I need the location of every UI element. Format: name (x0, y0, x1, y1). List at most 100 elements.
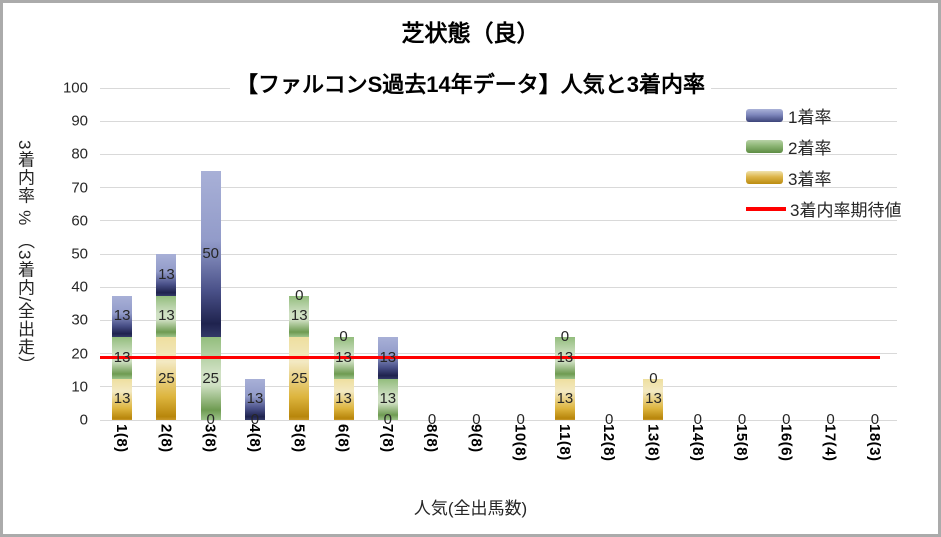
x-axis-tick-label: 1(8) (113, 424, 131, 453)
y-axis-tick-label: 90 (71, 112, 88, 130)
chart-title: 芝状態（良） (401, 20, 540, 46)
gridline (100, 319, 897, 321)
gridline (100, 286, 897, 288)
gridline (100, 353, 897, 355)
data-label: 0 (693, 411, 702, 428)
x-axis-tick-label: 6(8) (334, 424, 352, 453)
data-label: 13 (335, 348, 352, 366)
y-axis-tick-label: 20 (71, 345, 88, 363)
x-axis-tick-label: 11(8) (555, 424, 573, 461)
legend-color-swatch-win1 (746, 109, 783, 122)
data-label: 13 (113, 307, 131, 325)
bar-segment-win1[interactable] (200, 171, 221, 337)
x-axis-tick-label: 2(8) (157, 424, 175, 453)
gridline (100, 253, 897, 255)
bar-segment-win1[interactable] (112, 295, 133, 337)
y-axis-tick-label: 100 (62, 79, 88, 97)
data-label: 0 (737, 411, 747, 428)
legend-label: 1着率 (788, 108, 832, 127)
legend-line-marker (746, 206, 786, 211)
data-label: 0 (339, 328, 348, 345)
x-axis-tick-label: 16(6) (777, 424, 795, 462)
y-axis-tick-label: 80 (71, 145, 88, 163)
legend-label: 2着率 (788, 139, 832, 158)
x-axis-tick-label: 5(8) (290, 424, 308, 453)
x-axis-tick-label: 4(8) (245, 424, 263, 453)
gridline (100, 153, 897, 155)
x-axis-tick-label: 8(8) (423, 424, 441, 453)
data-label: 0 (605, 411, 614, 428)
bar-segment-win3[interactable] (643, 378, 664, 420)
x-axis-tick-label: 12(8) (600, 424, 618, 462)
bar-segment-win1[interactable] (244, 378, 265, 420)
data-label: 13 (556, 390, 574, 408)
data-label: 0 (472, 411, 481, 428)
bar-segment-win3[interactable] (554, 378, 575, 420)
bar-segment-win3[interactable] (333, 378, 354, 420)
legend-item-win2[interactable]: 2着率 (746, 131, 901, 162)
gridline (100, 187, 897, 189)
y-axis-tick-label: 30 (71, 311, 88, 329)
x-axis-tick-label: 15(8) (733, 424, 751, 462)
data-label: 13 (290, 307, 308, 325)
x-axis-tick-label: 17(4) (821, 424, 839, 462)
legend-color-swatch-win2 (746, 140, 783, 153)
chart-subtitle: 【ファルコンS過去14年データ】人気と3着内率 (0, 70, 941, 100)
legend-item-win3[interactable]: 3着率 (746, 162, 901, 193)
data-label: 0 (782, 411, 791, 428)
data-label: 50 (202, 245, 220, 262)
data-label: 13 (113, 390, 131, 408)
data-label: 0 (383, 411, 392, 428)
expected-value-line (100, 356, 880, 360)
bar-segment-win2[interactable] (156, 295, 177, 337)
data-label: 13 (379, 348, 397, 366)
data-label: 25 (202, 369, 220, 387)
bar-segment-win2[interactable] (289, 295, 310, 337)
data-label: 0 (516, 411, 525, 428)
gridline (100, 419, 897, 421)
y-axis-tick-label: 70 (71, 179, 88, 197)
data-label: 0 (560, 328, 570, 345)
data-label: 13 (246, 390, 264, 408)
legend: 1着率 2着率 3着率 3着内率期待値 (746, 100, 901, 224)
data-label: 0 (826, 411, 835, 428)
data-label: 13 (379, 390, 397, 408)
y-axis-title: 3着内率 % （3着内/全出走） (15, 140, 34, 375)
y-axis-tick-label: 60 (71, 212, 88, 230)
bar-segment-win1[interactable] (156, 254, 177, 296)
legend-item-win1[interactable]: 1着率 (746, 100, 901, 131)
x-axis-tick-label: 14(8) (688, 424, 706, 462)
bar-segment-win2[interactable] (377, 378, 398, 420)
y-axis-tick-label: 50 (71, 245, 88, 263)
data-label: 0 (295, 286, 304, 304)
data-label: 0 (250, 411, 260, 428)
x-axis-tick-label: 3(8) (201, 424, 219, 453)
x-axis-tick-label: 18(3) (865, 424, 883, 462)
gridline (100, 120, 897, 122)
y-axis-tick-label: 0 (79, 411, 88, 429)
gridline (100, 386, 897, 388)
legend-item-expected[interactable]: 3着内率期待値 (746, 193, 901, 224)
legend-color-swatch-win3 (746, 171, 783, 184)
x-axis-tick-label: 9(8) (467, 424, 485, 453)
data-label: 13 (645, 390, 662, 408)
x-axis-title: 人気(全出馬数) (413, 499, 528, 518)
y-axis-title-box: 3着内率 % （3着内/全出走） (12, 140, 37, 440)
y-axis-tick-label: 40 (71, 278, 88, 296)
x-axis-tick-label: 10(8) (511, 424, 529, 462)
x-axis-tick-label: 13(8) (644, 424, 662, 462)
chart-subtitle-text: 【ファルコンS過去14年データ】人気と3着内率 (230, 72, 711, 97)
data-label: 0 (206, 411, 215, 428)
gridline (100, 220, 897, 222)
legend-label: 3着率 (788, 170, 832, 189)
data-label: 13 (556, 348, 574, 366)
data-label: 25 (290, 369, 308, 387)
data-label: 13 (335, 390, 352, 408)
data-label: 0 (649, 369, 658, 387)
data-label: 0 (870, 411, 880, 428)
data-label: 0 (427, 411, 437, 428)
bar-segment-win3[interactable] (112, 378, 133, 420)
legend-label: 3着内率期待値 (790, 201, 902, 220)
x-axis-tick-label: 7(8) (378, 424, 396, 453)
